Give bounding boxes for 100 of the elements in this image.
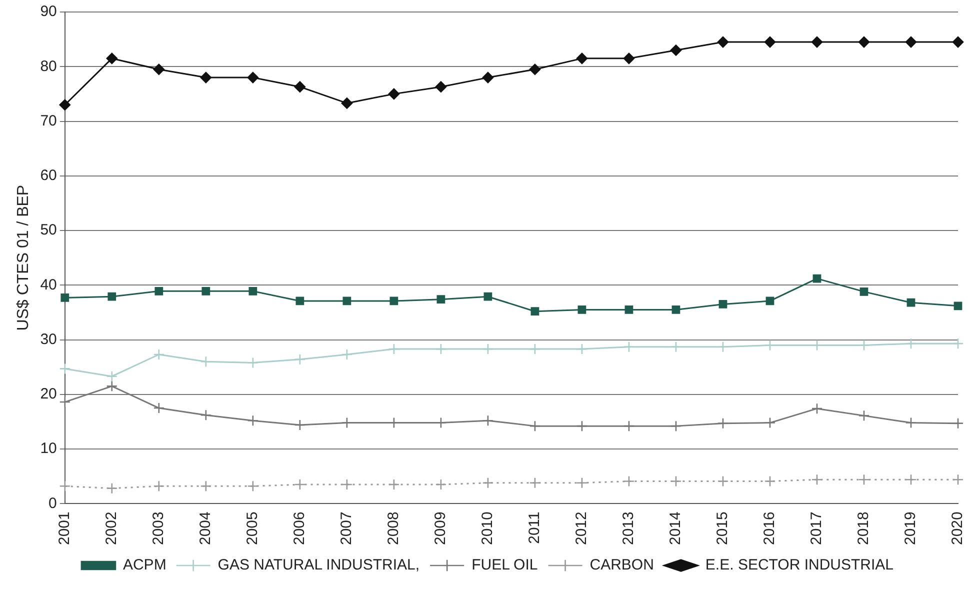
x-tick-label: 2003 (150, 512, 168, 546)
y-tick-label: 50 (40, 222, 57, 239)
point (623, 341, 635, 353)
point (905, 474, 917, 486)
point (388, 88, 400, 100)
point (858, 474, 870, 486)
x-tick-label: 2007 (338, 512, 356, 546)
point (952, 474, 964, 486)
point (764, 417, 776, 428)
point (529, 343, 541, 355)
point (811, 474, 823, 486)
point (529, 420, 541, 432)
point (717, 36, 729, 48)
point (858, 36, 870, 48)
point (247, 480, 259, 492)
point (906, 298, 916, 307)
x-tick-label: 2017 (808, 512, 826, 546)
y-axis-title: US$ CTES 01 / BEP (15, 184, 32, 331)
y-tick-label: 10 (40, 440, 57, 458)
y-tick-label: 60 (40, 167, 57, 184)
point (388, 478, 400, 490)
point (578, 306, 586, 314)
point (624, 306, 634, 314)
point (623, 420, 635, 432)
point (764, 36, 776, 48)
point (153, 480, 165, 492)
point (59, 99, 71, 111)
point (576, 343, 588, 355)
point (296, 296, 304, 306)
point (200, 409, 212, 421)
point (435, 478, 447, 490)
point (905, 417, 917, 428)
point (247, 414, 259, 426)
point (342, 296, 352, 306)
x-tick-label: 2001 (56, 512, 74, 546)
point (436, 295, 446, 304)
y-tick-label: 20 (40, 386, 57, 403)
point (717, 476, 729, 487)
point (154, 286, 164, 296)
x-tick-label: 2002 (103, 512, 120, 546)
point (484, 292, 492, 301)
point (247, 357, 259, 368)
point (482, 343, 494, 355)
point (60, 294, 70, 302)
legend-label: ACPM (122, 556, 166, 574)
point (623, 52, 635, 64)
x-tick-label: 2014 (667, 512, 684, 546)
point (200, 480, 212, 492)
point (670, 420, 682, 432)
x-tick-label: 2020 (949, 512, 966, 546)
y-tick-label: 30 (40, 330, 57, 348)
x-tick-label: 2010 (479, 512, 496, 546)
point (482, 414, 494, 426)
point (341, 478, 353, 490)
point (576, 52, 588, 64)
point (294, 81, 306, 92)
point (294, 478, 306, 490)
point (294, 354, 306, 366)
point (108, 292, 116, 301)
point (153, 348, 165, 360)
point (672, 306, 680, 314)
point (717, 341, 729, 353)
point (59, 396, 71, 408)
point (341, 348, 353, 360)
point (435, 81, 447, 92)
x-tick-label: 2009 (432, 512, 450, 546)
point (106, 52, 118, 64)
point (202, 286, 210, 296)
x-tick-label: 2005 (244, 512, 262, 546)
y-tick-label: 40 (40, 276, 57, 294)
point (764, 476, 776, 487)
legend-label: GAS NATURAL INDUSTRIAL, (218, 556, 420, 574)
point (153, 64, 165, 76)
x-tick-label: 2016 (761, 512, 778, 546)
point (858, 410, 870, 422)
point (811, 36, 823, 48)
point (248, 286, 258, 296)
point (576, 420, 588, 432)
point (482, 72, 494, 84)
point (435, 343, 447, 355)
x-tick-label: 2011 (526, 512, 544, 544)
point (153, 402, 165, 414)
x-tick-label: 2008 (385, 512, 402, 546)
point (390, 296, 398, 306)
point (812, 274, 822, 283)
x-tick-label: 2012 (573, 512, 590, 546)
legend-label: E.E. SECTOR INDUSTRIAL (705, 556, 894, 574)
y-tick-label: 70 (40, 112, 57, 130)
x-tick-label: 2015 (714, 512, 732, 546)
point (59, 363, 71, 374)
point (670, 44, 682, 56)
point (952, 36, 964, 48)
x-tick-label: 2006 (291, 512, 308, 546)
point (670, 341, 682, 353)
y-tick-label: 0 (48, 494, 57, 512)
point (952, 338, 964, 350)
point (200, 72, 212, 84)
point (954, 302, 962, 310)
point (576, 477, 588, 489)
point (529, 64, 541, 76)
